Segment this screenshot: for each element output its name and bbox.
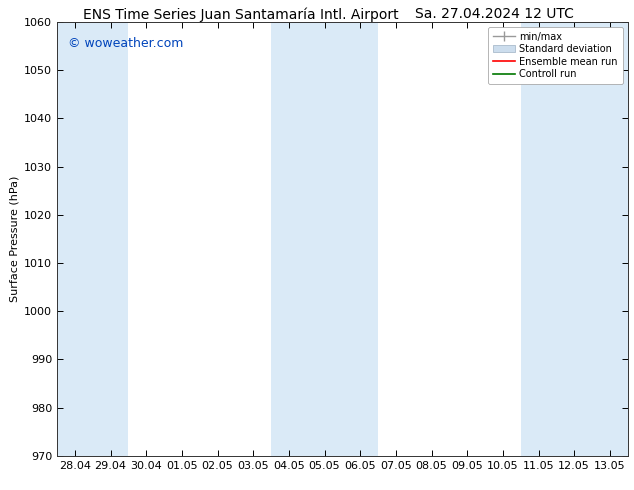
Text: Sa. 27.04.2024 12 UTC: Sa. 27.04.2024 12 UTC (415, 7, 574, 22)
Text: ENS Time Series Juan Santamaría Intl. Airport: ENS Time Series Juan Santamaría Intl. Ai… (83, 7, 399, 22)
Y-axis label: Surface Pressure (hPa): Surface Pressure (hPa) (10, 176, 20, 302)
Text: © woweather.com: © woweather.com (68, 37, 184, 50)
Bar (57, 22, 128, 456)
Bar (271, 22, 378, 456)
Bar (521, 22, 628, 456)
Legend: min/max, Standard deviation, Ensemble mean run, Controll run: min/max, Standard deviation, Ensemble me… (488, 27, 623, 84)
